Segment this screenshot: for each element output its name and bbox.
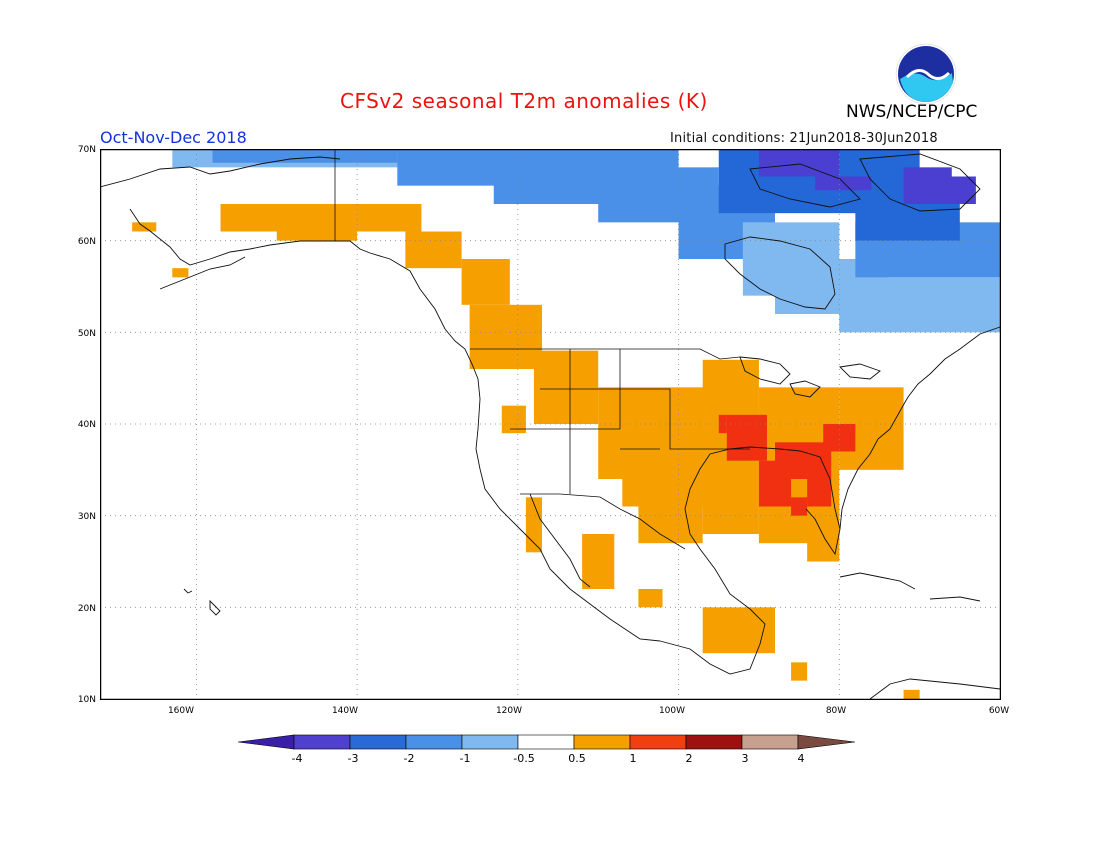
colorbar-arrow-low bbox=[238, 734, 295, 750]
lat-label: 10N bbox=[77, 695, 96, 705]
anomaly-cell bbox=[823, 424, 856, 452]
colorbar-tick-label: 1 bbox=[629, 752, 637, 765]
colorbar-swatch bbox=[741, 734, 799, 750]
colorbar-swatch bbox=[461, 734, 519, 750]
colorbar-swatch bbox=[405, 734, 463, 750]
anomaly-cell bbox=[791, 662, 808, 681]
colorbar-swatch bbox=[573, 734, 631, 750]
coastlines bbox=[100, 153, 1001, 700]
lon-label: 160W bbox=[167, 706, 195, 716]
colorbar-tick-label: -1 bbox=[459, 752, 471, 765]
anomaly-cell bbox=[718, 414, 727, 434]
lon-label: 120W bbox=[495, 706, 523, 716]
anomaly-cell bbox=[461, 259, 510, 305]
colorbar-tick-label: 0.5 bbox=[568, 752, 586, 765]
colorbar-tick-label: -2 bbox=[403, 752, 415, 765]
colorbar-tick-label: -0.5 bbox=[513, 752, 535, 765]
anomaly-cell bbox=[533, 350, 599, 424]
season-label: Oct-Nov-Dec 2018 bbox=[100, 128, 247, 147]
anomaly-cell bbox=[582, 534, 615, 589]
anomaly-cell bbox=[775, 442, 832, 479]
anomaly-cell bbox=[638, 589, 663, 608]
anomaly-cell bbox=[525, 497, 542, 553]
anomaly-cell bbox=[726, 414, 767, 461]
lat-label: 30N bbox=[77, 512, 96, 522]
colorbar-swatch bbox=[629, 734, 687, 750]
colorbar-tick-label: 3 bbox=[741, 752, 749, 765]
graticule bbox=[100, 149, 1000, 699]
noaa-logo-icon bbox=[895, 43, 957, 105]
lat-label: 70N bbox=[77, 145, 96, 155]
colorbar-swatch bbox=[517, 734, 575, 750]
lat-label: 50N bbox=[77, 329, 96, 339]
colorbar-swatch bbox=[349, 734, 407, 750]
lat-label: 60N bbox=[77, 237, 96, 247]
colorbar-swatch bbox=[293, 734, 351, 750]
anomaly-cell bbox=[469, 304, 542, 369]
anomaly-cell bbox=[903, 167, 952, 195]
initial-conditions-label: Initial conditions: 21Jun2018-30Jun2018 bbox=[670, 131, 938, 146]
anomaly-cell bbox=[758, 149, 840, 177]
anomaly-cell bbox=[839, 277, 1000, 333]
anomaly-cell bbox=[622, 469, 711, 507]
lon-label: 80W bbox=[825, 706, 847, 716]
map-frame bbox=[100, 149, 1001, 700]
lat-label: 20N bbox=[77, 604, 96, 614]
anomaly-cell bbox=[702, 607, 775, 654]
anomaly-cell bbox=[903, 689, 920, 699]
lon-label: 140W bbox=[331, 706, 359, 716]
colorbar-tick-label: -4 bbox=[291, 752, 303, 765]
lon-label: 60W bbox=[988, 706, 1010, 716]
map-title: CFSv2 seasonal T2m anomalies (K) bbox=[340, 89, 708, 113]
anomaly-cell bbox=[807, 479, 832, 507]
lon-label: 100W bbox=[658, 706, 686, 716]
borders bbox=[334, 149, 750, 550]
anomaly-cell bbox=[501, 405, 526, 434]
colorbar bbox=[238, 734, 856, 750]
org-label: NWS/NCEP/CPC bbox=[846, 102, 978, 122]
anomaly-cell bbox=[791, 497, 808, 516]
colorbar-arrow-high bbox=[797, 734, 856, 750]
colorbar-tick-label: 2 bbox=[685, 752, 693, 765]
lat-label: 40N bbox=[77, 420, 96, 430]
anomaly-map bbox=[100, 149, 1001, 700]
anomaly-cells bbox=[132, 149, 1000, 699]
anomaly-cell bbox=[276, 222, 358, 241]
colorbar-swatch bbox=[685, 734, 743, 750]
colorbar-tick-label: -3 bbox=[347, 752, 359, 765]
anomaly-cell bbox=[172, 268, 189, 278]
anomaly-cell bbox=[212, 149, 398, 163]
colorbar-tick-label: 4 bbox=[797, 752, 805, 765]
anomaly-cell bbox=[405, 231, 462, 269]
anomaly-cell bbox=[815, 176, 872, 191]
